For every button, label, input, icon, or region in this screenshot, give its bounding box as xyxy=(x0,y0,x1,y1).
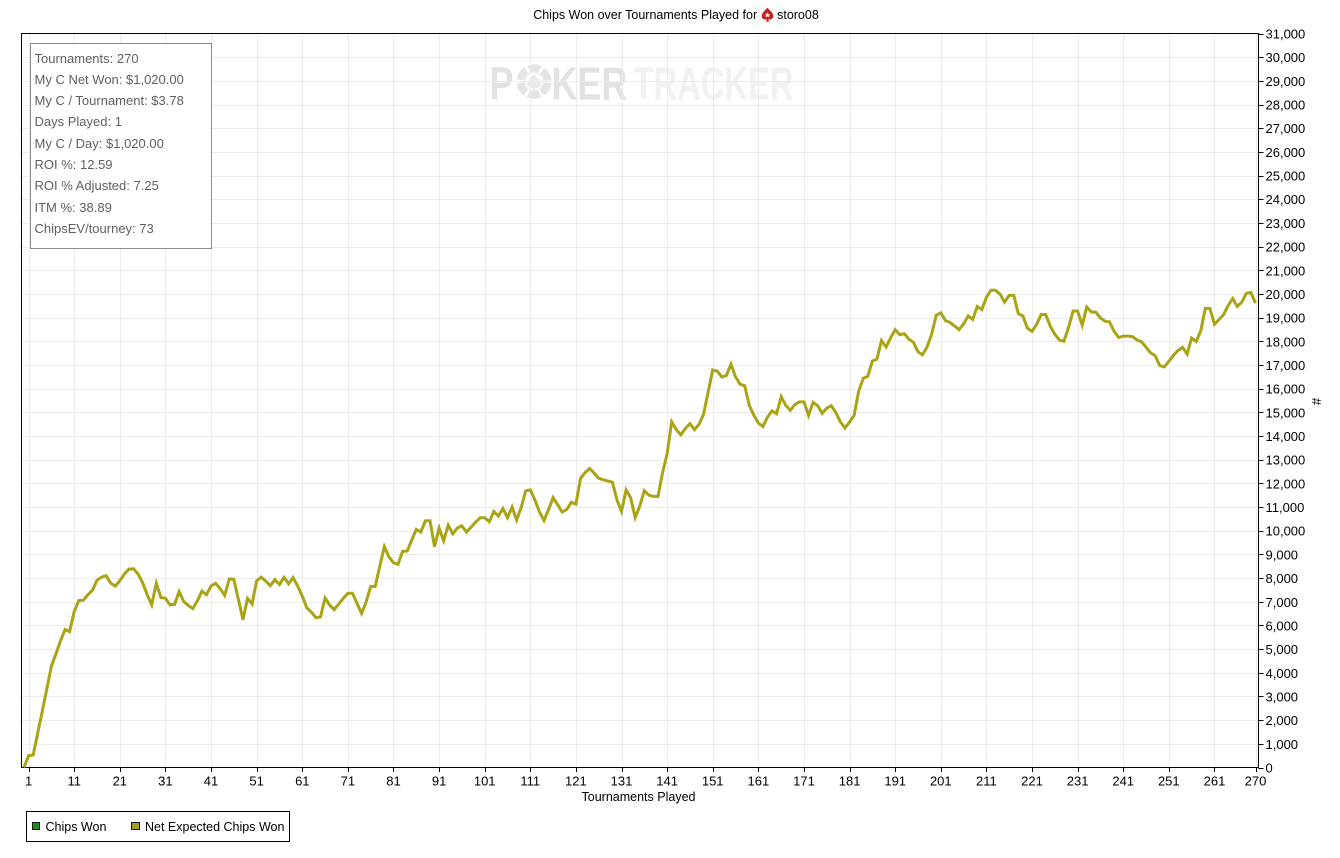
svg-text:151: 151 xyxy=(702,773,724,788)
svg-text:20,000: 20,000 xyxy=(1266,287,1306,302)
svg-text:KER: KER xyxy=(552,58,628,109)
svg-text:231: 231 xyxy=(1067,773,1089,788)
svg-text:241: 241 xyxy=(1112,773,1134,788)
svg-text:21: 21 xyxy=(113,773,127,788)
svg-text:7,000: 7,000 xyxy=(1266,595,1299,610)
svg-text:2,000: 2,000 xyxy=(1266,713,1299,728)
svg-text:31: 31 xyxy=(158,773,172,788)
svg-text:21,000: 21,000 xyxy=(1266,263,1306,278)
svg-text:12,000: 12,000 xyxy=(1266,476,1306,491)
svg-text:211: 211 xyxy=(976,773,997,788)
svg-text:#: # xyxy=(1309,398,1324,406)
svg-text:171: 171 xyxy=(793,773,815,788)
svg-text:18,000: 18,000 xyxy=(1266,334,1306,349)
svg-text:111: 111 xyxy=(520,773,540,788)
svg-text:29,000: 29,000 xyxy=(1266,74,1306,89)
svg-text:101: 101 xyxy=(474,773,496,788)
svg-text:3,000: 3,000 xyxy=(1266,690,1299,705)
svg-text:270: 270 xyxy=(1245,773,1267,788)
svg-text:8,000: 8,000 xyxy=(1266,571,1299,586)
svg-text:26,000: 26,000 xyxy=(1266,145,1306,160)
svg-text:201: 201 xyxy=(930,773,952,788)
svg-text:14,000: 14,000 xyxy=(1266,429,1306,444)
svg-text:4,000: 4,000 xyxy=(1266,666,1299,681)
svg-text:13,000: 13,000 xyxy=(1266,453,1306,468)
svg-text:23,000: 23,000 xyxy=(1266,216,1306,231)
svg-text:221: 221 xyxy=(1021,773,1043,788)
svg-text:27,000: 27,000 xyxy=(1266,121,1306,136)
svg-text:261: 261 xyxy=(1204,773,1226,788)
svg-text:16,000: 16,000 xyxy=(1266,382,1306,397)
svg-text:Tournaments Played: Tournaments Played xyxy=(582,790,696,804)
svg-text:30,000: 30,000 xyxy=(1266,50,1306,65)
svg-text:61: 61 xyxy=(295,773,309,788)
svg-text:25,000: 25,000 xyxy=(1266,169,1306,184)
svg-text:161: 161 xyxy=(748,773,770,788)
svg-text:251: 251 xyxy=(1158,773,1180,788)
svg-text:11,000: 11,000 xyxy=(1266,500,1305,515)
svg-text:181: 181 xyxy=(839,773,861,788)
svg-text:22,000: 22,000 xyxy=(1266,240,1306,255)
svg-text:10,000: 10,000 xyxy=(1266,524,1306,539)
svg-text:121: 121 xyxy=(565,773,587,788)
svg-text:0: 0 xyxy=(1266,761,1273,776)
svg-text:6,000: 6,000 xyxy=(1266,618,1299,633)
svg-text:1: 1 xyxy=(25,773,32,788)
svg-text:17,000: 17,000 xyxy=(1266,358,1306,373)
svg-text:28,000: 28,000 xyxy=(1266,98,1306,113)
svg-text:11: 11 xyxy=(67,773,81,788)
svg-text:131: 131 xyxy=(611,773,633,788)
svg-text:51: 51 xyxy=(249,773,263,788)
svg-text:15,000: 15,000 xyxy=(1266,405,1306,420)
svg-text:141: 141 xyxy=(656,773,678,788)
svg-text:31,000: 31,000 xyxy=(1266,27,1306,42)
svg-text:191: 191 xyxy=(884,773,906,788)
svg-text:71: 71 xyxy=(341,773,355,788)
svg-text:9,000: 9,000 xyxy=(1266,547,1299,562)
svg-text:24,000: 24,000 xyxy=(1266,192,1306,207)
svg-text:1,000: 1,000 xyxy=(1266,737,1299,752)
svg-text:81: 81 xyxy=(386,773,400,788)
svg-text:41: 41 xyxy=(204,773,218,788)
svg-text:5,000: 5,000 xyxy=(1266,642,1299,657)
svg-text:19,000: 19,000 xyxy=(1266,311,1306,326)
svg-text:91: 91 xyxy=(432,773,446,788)
svg-text:P: P xyxy=(490,58,514,109)
